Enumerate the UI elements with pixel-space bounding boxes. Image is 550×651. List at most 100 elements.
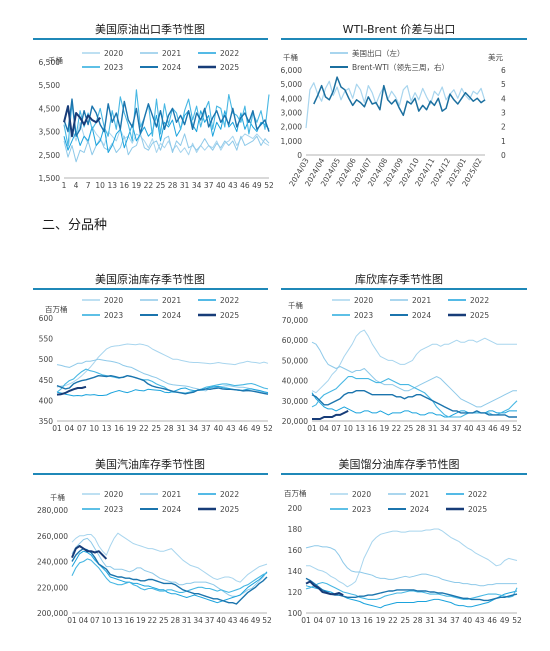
c5-legend-label-2025: 2025 <box>220 505 239 514</box>
c6-ytick-label: 200 <box>288 504 303 513</box>
c4-ytick-label: 70,000 <box>282 316 308 325</box>
c3-series-2023-line <box>56 368 269 394</box>
c5-xtick-label: 28 <box>170 616 180 625</box>
c1-ytick-label: 3,500 <box>39 128 61 137</box>
c3-xtick-label: 28 <box>164 424 174 433</box>
c2-ytick-right-label: 4 <box>501 94 506 103</box>
c1-series-2021-line <box>63 133 270 163</box>
c6-xtick-label: 13 <box>351 616 361 625</box>
c3-series-2021-line <box>56 358 269 394</box>
c3-xtick-label: 07 <box>77 424 87 433</box>
c3-xtick-label: 13 <box>102 424 112 433</box>
c5-series-2024-line <box>71 547 268 605</box>
c1-ytick-label: 2,500 <box>39 151 61 160</box>
c3-ytick-label: 550 <box>39 335 54 344</box>
c5-ytick-label: 240,000 <box>37 558 68 567</box>
c2-ytick-left-label: 3,000 <box>281 109 303 118</box>
c5-xtick-label: 40 <box>216 616 226 625</box>
c1-legend-label-2023: 2023 <box>104 63 123 72</box>
c5-xtick-label: 37 <box>205 616 215 625</box>
c2-unit-left: 千桶 <box>283 52 298 62</box>
c4-xtick-label: 07 <box>331 424 341 433</box>
c5-xtick-label: 49 <box>251 616 261 625</box>
c6-xtick-label: 43 <box>475 616 485 625</box>
c1-legend-label-2024: 2024 <box>162 63 181 72</box>
c1-legend-label-2020: 2020 <box>104 49 123 58</box>
c4-legend-label-2023: 2023 <box>354 311 373 320</box>
c3-series-2025-line <box>56 385 87 396</box>
c3-legend-label-2020: 2020 <box>104 296 123 305</box>
c6-xtick-label: 46 <box>487 616 497 625</box>
c3-ytick-label: 600 <box>39 314 54 323</box>
c4-legend-label-2022: 2022 <box>470 296 489 305</box>
c5-xtick-label: 25 <box>159 616 169 625</box>
c3-xtick-label: 40 <box>214 424 224 433</box>
c4-ytick-label: 50,000 <box>282 356 308 365</box>
c4-series-2020-line <box>311 329 517 394</box>
c6-legend-label-2025: 2025 <box>468 505 487 514</box>
c3-xtick-label: 52 <box>263 424 273 433</box>
c3-xtick-label: 19 <box>127 424 137 433</box>
c6-xtick-label: 49 <box>500 616 510 625</box>
c1-ytick-label: 4,500 <box>39 104 61 113</box>
c1-xtick-label: 1 <box>62 181 67 190</box>
c2-spread-line <box>313 76 486 117</box>
c3-ytick-label: 400 <box>39 396 54 405</box>
c4-xtick-label: 16 <box>368 424 378 433</box>
c2-ytick-left-label: 1,000 <box>281 137 303 146</box>
c1-ytick-label: 1,500 <box>39 174 61 183</box>
c6-legend-label-2020: 2020 <box>352 490 371 499</box>
c3-legend-label-2025: 2025 <box>220 311 239 320</box>
c4-xtick-label: 49 <box>500 424 510 433</box>
c1-xtick-label: 4 <box>74 181 79 190</box>
c6-legend-label-2022: 2022 <box>468 490 487 499</box>
c2-ytick-right-label: 2 <box>501 123 506 132</box>
c1-series-2025-line <box>63 105 101 138</box>
c3-legend-label-2022: 2022 <box>220 296 239 305</box>
c6-xtick-label: 40 <box>463 616 473 625</box>
c5-ytick-label: 200,000 <box>37 609 68 618</box>
c4-ytick-label: 30,000 <box>282 397 308 406</box>
c3-xtick-label: 37 <box>201 424 211 433</box>
c2-ytick-right-label: 1 <box>501 137 506 146</box>
c6-legend-label-2021: 2021 <box>410 490 429 499</box>
c1-xtick-label: 25 <box>156 181 166 190</box>
c1-series-2020-line <box>63 121 270 156</box>
c5-legend-label-2020: 2020 <box>104 490 123 499</box>
c1-xtick-label: 7 <box>86 181 91 190</box>
c6-xtick-label: 16 <box>363 616 373 625</box>
c4-series-2025-line <box>312 410 349 420</box>
c3-xtick-label: 49 <box>251 424 261 433</box>
c4-xtick-label: 43 <box>476 424 486 433</box>
c6-xtick-label: 25 <box>401 616 411 625</box>
c5-legend-label-2023: 2023 <box>104 505 123 514</box>
c4-xtick-label: 28 <box>416 424 426 433</box>
c6-xtick-label: 37 <box>450 616 460 625</box>
c2-ytick-right-label: 5 <box>501 80 506 89</box>
c6-xtick-label: 07 <box>326 616 336 625</box>
c1-xtick-label: 13 <box>107 181 117 190</box>
c4-unit-label: 千桶 <box>288 300 303 310</box>
c4-xtick-label: 19 <box>380 424 390 433</box>
c1-xtick-label: 52 <box>264 181 274 190</box>
c6-xtick-label: 28 <box>413 616 423 625</box>
c1-legend-label-2025: 2025 <box>220 63 239 72</box>
c6-ytick-label: 180 <box>288 525 303 534</box>
c1-xtick-label: 43 <box>228 181 238 190</box>
c5-xtick-label: 04 <box>79 616 89 625</box>
c1-xtick-label: 34 <box>192 181 202 190</box>
c6-ytick-label: 160 <box>288 546 303 555</box>
c4-legend-label-2021: 2021 <box>412 296 431 305</box>
c1-xtick-label: 37 <box>204 181 214 190</box>
c5-legend-label-2024: 2024 <box>162 505 181 514</box>
c4-title: 库欣库存季节性图 <box>355 272 443 286</box>
c3-xtick-label: 01 <box>52 424 62 433</box>
c6-xtick-label: 01 <box>301 616 311 625</box>
c3-series-2024-line <box>56 375 269 395</box>
c4-xtick-label: 01 <box>307 424 317 433</box>
c3-unit-label: 百万桶 <box>45 304 68 314</box>
c5-xtick-label: 13 <box>113 616 123 625</box>
c5-xtick-label: 16 <box>125 616 135 625</box>
c3-xtick-label: 10 <box>89 424 99 433</box>
c3-xtick-label: 16 <box>114 424 124 433</box>
